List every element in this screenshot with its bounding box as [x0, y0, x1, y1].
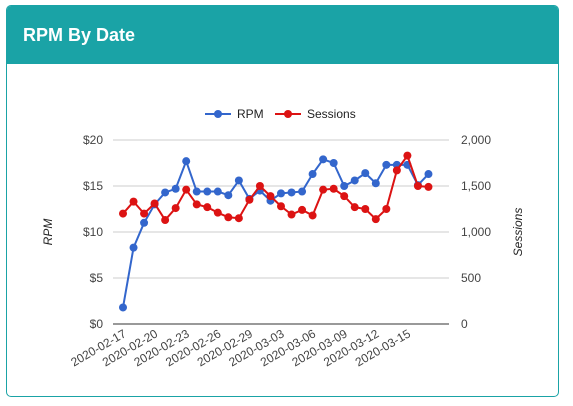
data-point-sessions: [119, 209, 127, 218]
data-point-sessions: [203, 203, 212, 212]
data-point-rpm: [350, 176, 359, 185]
data-point-rpm: [361, 169, 370, 178]
y-right-tick-label: 0: [461, 317, 468, 331]
data-point-sessions: [182, 185, 191, 194]
data-point-sessions: [361, 205, 370, 213]
data-point-sessions: [192, 200, 201, 209]
data-point-sessions: [382, 205, 391, 213]
data-point-sessions: [350, 203, 359, 212]
y-left-tick-label: $0: [90, 317, 104, 331]
data-point-sessions: [392, 166, 401, 175]
data-point-sessions: [340, 192, 349, 201]
data-point-rpm: [340, 182, 349, 190]
data-point-sessions: [171, 204, 180, 213]
y-right-tick-label: 1,500: [461, 179, 491, 193]
data-point-rpm: [319, 155, 328, 164]
data-point-rpm: [129, 243, 138, 252]
data-point-sessions: [213, 208, 222, 217]
data-point-rpm: [224, 191, 233, 200]
data-point-rpm: [371, 179, 380, 188]
data-point-sessions: [140, 209, 149, 218]
data-point-sessions: [413, 182, 422, 190]
data-point-rpm: [171, 184, 180, 193]
data-point-rpm: [308, 170, 317, 179]
data-point-rpm: [119, 303, 127, 312]
data-point-rpm: [382, 160, 391, 169]
data-point-rpm: [213, 187, 222, 196]
data-point-sessions: [329, 184, 338, 193]
data-point-sessions: [319, 185, 328, 194]
y-left-tick-label: $20: [83, 133, 103, 147]
legend-label: Sessions: [307, 107, 356, 121]
data-point-sessions: [150, 199, 159, 208]
legend-swatch-marker: [284, 110, 292, 118]
data-point-sessions: [234, 214, 243, 223]
data-point-rpm: [140, 218, 149, 227]
y-left-tick-label: $5: [90, 271, 104, 285]
card-header: RPM By Date: [7, 6, 558, 64]
data-point-sessions: [403, 151, 412, 160]
data-point-sessions: [371, 215, 380, 224]
data-point-sessions: [161, 216, 170, 225]
data-point-sessions: [287, 210, 296, 219]
data-point-rpm: [287, 188, 296, 197]
y-right-axis-title: Sessions: [511, 208, 525, 257]
y-right-tick-label: 2,000: [461, 133, 491, 147]
y-right-tick-label: 1,000: [461, 225, 491, 239]
data-point-rpm: [234, 176, 243, 185]
card-title: RPM By Date: [23, 24, 136, 45]
data-point-sessions: [266, 192, 275, 201]
data-point-sessions: [255, 182, 264, 190]
data-point-sessions: [129, 197, 138, 206]
data-point-rpm: [182, 157, 191, 166]
y-left-tick-label: $15: [83, 179, 103, 193]
data-point-sessions: [298, 205, 307, 214]
data-point-sessions: [245, 195, 254, 204]
series-line-rpm: [122, 158, 430, 308]
data-point-sessions: [224, 213, 233, 222]
y-left-tick-label: $10: [83, 225, 103, 239]
data-point-rpm: [424, 170, 433, 179]
data-point-rpm: [192, 187, 201, 196]
rpm-chart-card: RPM By Date: [6, 5, 559, 397]
data-point-sessions: [424, 182, 433, 191]
data-point-sessions: [277, 202, 285, 211]
data-point-rpm: [203, 187, 212, 196]
legend-label: RPM: [237, 107, 264, 121]
data-point-sessions: [308, 211, 317, 220]
legend-swatch-marker: [214, 110, 222, 118]
y-right-tick-label: 500: [461, 271, 481, 285]
data-point-rpm: [277, 189, 285, 198]
y-left-axis-title: RPM: [41, 219, 55, 246]
data-point-rpm: [329, 159, 338, 167]
data-point-rpm: [161, 188, 170, 197]
data-point-rpm: [298, 187, 307, 196]
